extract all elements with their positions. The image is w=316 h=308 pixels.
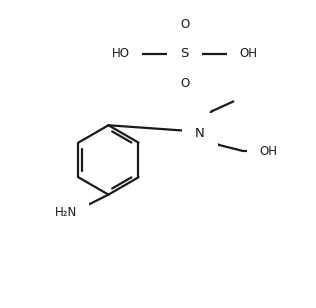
- Text: O: O: [180, 77, 189, 90]
- Text: OH: OH: [239, 47, 257, 60]
- Text: HO: HO: [112, 47, 130, 60]
- Text: H₂N: H₂N: [54, 206, 77, 219]
- Text: O: O: [180, 18, 189, 31]
- Text: N: N: [195, 127, 204, 140]
- Text: S: S: [180, 47, 189, 60]
- Text: OH: OH: [259, 144, 277, 157]
